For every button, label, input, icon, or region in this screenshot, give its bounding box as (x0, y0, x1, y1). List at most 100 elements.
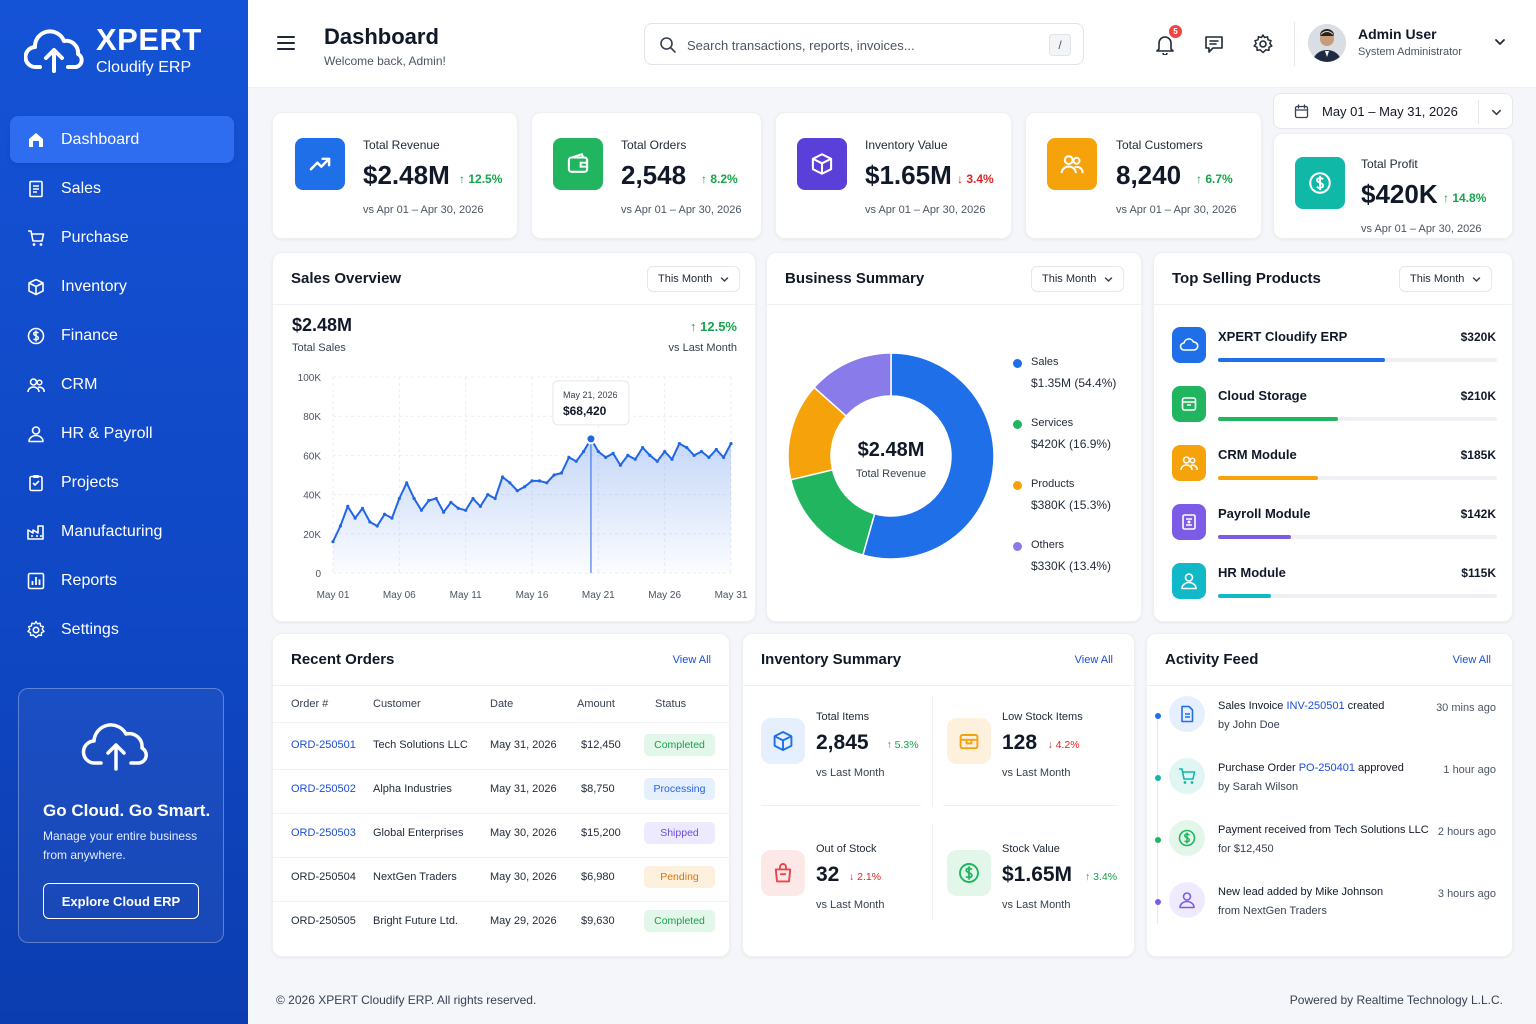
inventory-view-all-link[interactable]: View All (1074, 654, 1113, 666)
activity-text-suffix: approved (1354, 762, 1404, 774)
activity-text: New lead added by Mike Johnson (1218, 886, 1438, 898)
menu-icon[interactable] (277, 36, 295, 50)
sidebar-item-reports[interactable]: Reports (10, 557, 234, 604)
brand-product: Cloudify ERP (96, 59, 192, 76)
legend-value: $420K (16.9%) (1031, 437, 1112, 451)
notifications-button[interactable]: 5 (1154, 25, 1182, 56)
sidebar-item-dashboard[interactable]: Dashboard (10, 116, 234, 163)
status-badge: Completed (644, 734, 715, 756)
activity-feed-title: Activity Feed (1165, 651, 1259, 668)
activity-link[interactable]: PO-250401 (1298, 762, 1355, 774)
sidebar-item-sales[interactable]: Sales (10, 165, 234, 212)
status-badge: Shipped (644, 822, 715, 844)
promo-title: Go Cloud. Go Smart. (43, 801, 211, 820)
x-tick-label: May 26 (648, 590, 681, 601)
sidebar-item-crm[interactable]: CRM (10, 361, 234, 408)
users-icon (1180, 456, 1198, 471)
date-range-picker[interactable]: May 01 – May 31, 2026 (1273, 93, 1513, 129)
product-bar-track (1218, 594, 1497, 598)
kpi-comparison: vs Apr 01 – Apr 30, 2026 (1116, 204, 1237, 216)
product-bar-fill (1218, 476, 1319, 480)
order-customer: Tech Solutions LLC (373, 739, 468, 751)
data-point (464, 508, 468, 512)
sidebar-item-projects[interactable]: Projects (10, 459, 234, 506)
activity-meta: for $12,450 (1218, 843, 1274, 855)
sidebar-item-hr-payroll[interactable]: HR & Payroll (10, 410, 234, 457)
user-icon-wrap (26, 424, 46, 444)
kpi-card-total-revenue[interactable]: Total Revenue $2.48M ↑ 12.5% vs Apr 01 –… (272, 112, 518, 239)
order-id[interactable]: ORD-250502 (291, 783, 356, 795)
sidebar-item-inventory[interactable]: Inventory (10, 263, 234, 310)
search-input[interactable] (687, 34, 1027, 56)
product-value: $185K (1460, 448, 1496, 462)
kpi-label: Inventory Value (865, 138, 948, 152)
sales-line-chart: 100K 80K 60K 40K 20K 0 May 01 May 06 May 11 May 1… (298, 373, 748, 601)
activity-link[interactable]: INV-250501 (1286, 700, 1345, 712)
kpi-comparison: vs Apr 01 – Apr 30, 2026 (865, 204, 986, 216)
footer-powered-by: Powered by Realtime Technology L.L.C. (1289, 993, 1503, 1007)
factory-icon (27, 524, 44, 540)
highlight-point (585, 433, 597, 445)
sidebar-item-label: Manufacturing (61, 522, 163, 540)
inventory-delta-value: 2.1% (857, 871, 882, 883)
chart-tooltip: May 21, 2026 $68,420 (552, 380, 630, 426)
sales-period-select[interactable]: This Month (647, 266, 741, 292)
chevron-down-icon (1492, 109, 1501, 116)
messages-button[interactable] (1203, 33, 1225, 55)
data-point (677, 442, 681, 446)
inventory-label: Total Items (816, 711, 870, 723)
inventory-comparison: vs Last Month (1002, 767, 1071, 779)
sidebar-item-settings[interactable]: Settings (10, 606, 234, 653)
timeline-dot (1155, 775, 1161, 781)
settings-button[interactable] (1252, 33, 1274, 55)
tooltip-value: $68,420 (563, 404, 607, 418)
data-point (611, 451, 615, 455)
product-name: Payroll Module (1218, 506, 1311, 521)
explore-cloud-erp-button[interactable]: Explore Cloud ERP (43, 883, 199, 919)
product-bar-track (1218, 535, 1497, 539)
order-amount: $9,630 (581, 915, 615, 927)
search-bar: / (644, 23, 1084, 65)
products-period-select[interactable]: This Month (1399, 266, 1493, 292)
data-point (383, 512, 387, 516)
business-summary-title: Business Summary (785, 270, 925, 287)
data-point (655, 459, 659, 463)
sidebar-item-finance[interactable]: Finance (10, 312, 234, 359)
user-menu[interactable]: Admin User System Administrator (1308, 24, 1508, 66)
kpi-comparison: vs Apr 01 – Apr 30, 2026 (363, 204, 484, 216)
inventory-icon-box (761, 850, 805, 896)
kpi-card-inventory-value[interactable]: Inventory Value $1.65M ↓ 3.4% vs Apr 01 … (775, 112, 1012, 239)
status-badge: Pending (644, 866, 715, 888)
kpi-card-total-customers[interactable]: Total Customers 8,240 ↑ 6.7% vs Apr 01 –… (1025, 112, 1262, 239)
sidebar-item-manufacturing[interactable]: Manufacturing (10, 508, 234, 555)
donut-slice-sales (861, 352, 995, 560)
order-date: May 31, 2026 (490, 783, 557, 795)
sidebar-item-purchase[interactable]: Purchase (10, 214, 234, 261)
sales-total: $2.48M (292, 315, 353, 335)
sales-delta: ↑ 12.5% (690, 319, 737, 334)
y-tick-label: 40K (303, 491, 321, 502)
order-id[interactable]: ORD-250501 (291, 739, 356, 751)
kpi-icon-box (553, 138, 603, 190)
brand-logo[interactable]: XPERT Cloudify ERP (24, 24, 202, 78)
data-point (331, 540, 335, 544)
x-tick-label: May 31 (715, 590, 748, 601)
business-period-select[interactable]: This Month (1031, 266, 1125, 292)
orders-view-all-link[interactable]: View All (672, 654, 711, 666)
data-point (427, 498, 431, 503)
order-id[interactable]: ORD-250503 (291, 827, 356, 839)
sidebar-item-label: HR & Payroll (61, 424, 153, 442)
sales-period-value: This Month (658, 273, 713, 285)
data-point (559, 471, 564, 475)
kpi-card-total-orders[interactable]: Total Orders 2,548 ↑ 8.2% vs Apr 01 – Ap… (531, 112, 762, 239)
dollar-icon (1178, 829, 1196, 847)
order-customer: Global Enterprises (373, 827, 464, 839)
inventory-icon-box (761, 718, 805, 764)
kpi-icon-box (797, 138, 847, 190)
kpi-card-total-profit[interactable]: Total Profit $420K ↑ 14.8% vs Apr 01 – A… (1273, 133, 1513, 239)
avatar (1308, 24, 1346, 62)
x-tick-label: May 21 (582, 590, 615, 601)
activity-view-all-link[interactable]: View All (1452, 654, 1491, 666)
data-point (618, 463, 622, 467)
inventory-value: 2,845 (816, 731, 869, 754)
